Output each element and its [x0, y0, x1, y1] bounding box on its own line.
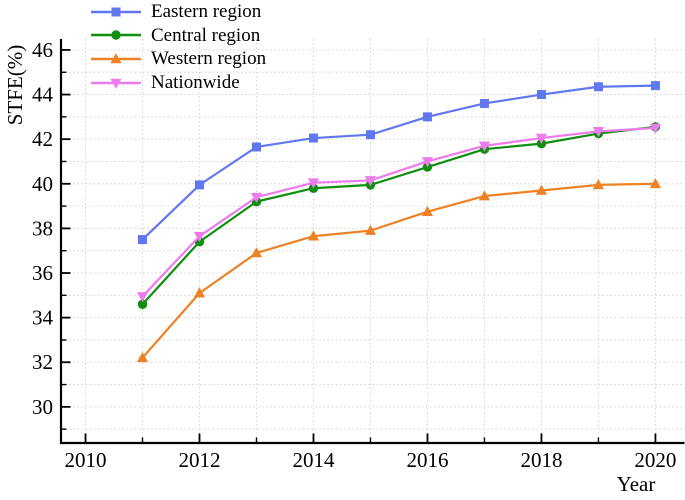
- legend-item-eastern: Eastern region: [90, 0, 266, 24]
- series-line: [141, 84, 657, 241]
- series-marker: [593, 82, 603, 92]
- legend-marker-icon: [110, 78, 122, 89]
- x-tick-label: 2010: [65, 448, 107, 472]
- series-marker: [308, 133, 318, 143]
- series-marker: [193, 287, 206, 298]
- x-axis-title: Year: [616, 472, 656, 496]
- series-marker: [479, 98, 489, 108]
- y-tick-label: 36: [32, 261, 53, 285]
- series-marker: [592, 179, 605, 190]
- series-line: [141, 125, 657, 306]
- y-tick-label: 30: [32, 395, 53, 419]
- series-marker: [422, 112, 432, 122]
- series-marker: [364, 176, 377, 187]
- legend-marker-icon: [110, 53, 122, 64]
- series-marker: [137, 299, 148, 309]
- y-tick-label: 38: [32, 216, 53, 240]
- legend-label: Western region: [151, 48, 267, 70]
- series-marker: [193, 231, 206, 243]
- series-marker: [421, 157, 434, 168]
- y-tick-label: 40: [32, 172, 53, 196]
- y-tick-label: 44: [32, 83, 54, 107]
- series-line: [141, 182, 657, 359]
- series-marker: [650, 81, 660, 91]
- series-marker: [536, 90, 546, 100]
- legend-item-nationwide: Nationwide: [90, 71, 266, 95]
- legend-label: Central region: [151, 24, 261, 46]
- x-tick-label: 2014: [292, 448, 335, 472]
- y-tick-label: 46: [32, 38, 53, 62]
- series-marker: [194, 180, 204, 190]
- legend-swatch-circle-icon: [91, 30, 141, 41]
- series-marker: [136, 351, 149, 363]
- series-marker: [307, 230, 320, 241]
- y-axis-title: STFE(%): [3, 44, 27, 126]
- chart-legend: Eastern region Central region Western re…: [90, 0, 266, 94]
- y-tick-label: 42: [32, 127, 53, 151]
- series-marker: [421, 205, 434, 216]
- legend-swatch-triangle-up-icon: [91, 53, 141, 64]
- series-marker: [478, 190, 491, 201]
- legend-swatch-square-icon: [91, 7, 141, 17]
- series-marker: [649, 177, 662, 189]
- series-marker: [251, 142, 261, 152]
- series-marker: [250, 192, 263, 203]
- series-marker: [307, 178, 320, 189]
- series-marker: [535, 133, 548, 144]
- series-marker: [649, 123, 662, 134]
- series-marker: [365, 130, 375, 140]
- legend-marker-icon: [111, 7, 121, 17]
- series-marker: [250, 247, 263, 258]
- y-tick-label: 34: [32, 306, 54, 330]
- series-marker: [478, 141, 491, 152]
- x-tick-label: 2018: [520, 448, 562, 472]
- x-tick-label: 2020: [634, 448, 676, 472]
- series-marker: [137, 235, 147, 245]
- legend-label: Nationwide: [151, 71, 240, 93]
- series-marker: [592, 127, 605, 138]
- series-marker: [364, 224, 377, 235]
- legend-swatch-triangle-down-icon: [91, 78, 141, 89]
- x-tick-label: 2012: [178, 448, 220, 472]
- series-marker: [535, 184, 548, 195]
- series-line: [141, 126, 657, 298]
- legend-label: Eastern region: [151, 1, 262, 22]
- series-marker: [136, 292, 149, 303]
- y-tick-label: 32: [32, 350, 53, 374]
- legend-marker-icon: [111, 30, 121, 41]
- legend-item-central: Central region: [90, 24, 266, 48]
- x-tick-label: 2016: [406, 448, 448, 472]
- legend-item-western: Western region: [90, 47, 266, 71]
